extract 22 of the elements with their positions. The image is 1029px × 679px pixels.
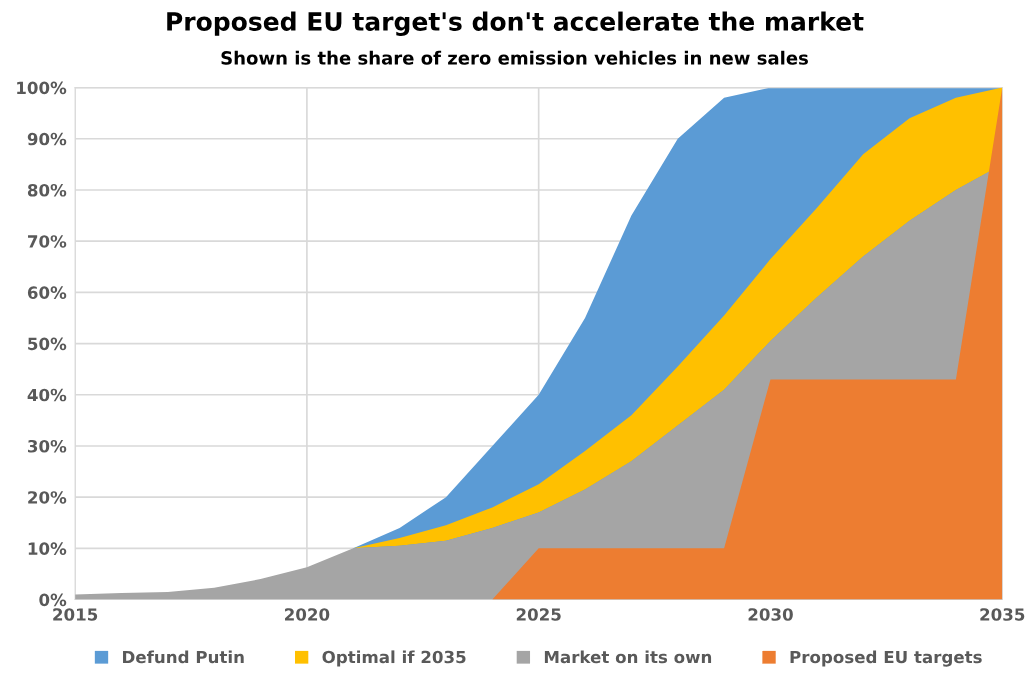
y-tick-label: 90% — [27, 132, 67, 146]
legend-label: Optimal if 2035 — [322, 650, 466, 667]
y-tick-label: 100% — [17, 81, 67, 95]
y-tick-label: 80% — [27, 183, 67, 197]
y-tick-label: 50% — [28, 337, 67, 351]
y-tick-label: 20% — [28, 491, 67, 504]
legend-label: Proposed EU targets — [790, 650, 982, 667]
legend-label: Market on its own — [544, 650, 712, 664]
y-tick-label: 10% — [28, 542, 67, 555]
x-tick-label: 2025 — [516, 608, 561, 621]
chart-title: Proposed EU target's don't accelerate the market — [167, 11, 864, 36]
x-tick-label: 2020 — [285, 608, 330, 621]
y-tick-label: 40% — [27, 388, 67, 402]
y-tick-label: 30% — [28, 439, 67, 453]
chart-subtitle: Shown is the share of zero emission vehicles in new sales — [221, 50, 808, 65]
legend-label: Defund Putin — [123, 650, 244, 664]
x-tick-label: 2030 — [748, 608, 793, 621]
y-tick-label: 70% — [28, 235, 67, 248]
y-tick-label: 60% — [27, 286, 67, 299]
y-tick-label: 0% — [39, 593, 67, 607]
x-tick-label: 2015 — [53, 608, 98, 621]
x-tick-label: 2035 — [980, 608, 1025, 621]
